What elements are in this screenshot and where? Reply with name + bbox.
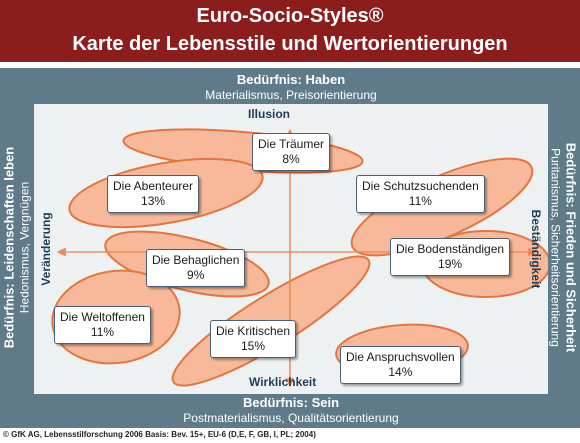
page-subtitle: Karte der Lebensstile und Wertorientieru… bbox=[72, 33, 508, 55]
edge-right-label: Bedürfnis: Frieden und Sicherheit Purita… bbox=[548, 83, 579, 413]
edge-left-label: Bedürfnis: Leidenschaften leben Hedonism… bbox=[2, 83, 33, 413]
segment-share: 19% bbox=[438, 257, 463, 271]
segment-share: 11% bbox=[90, 325, 115, 339]
segment-box-behagliche: Die Behaglichen 9% bbox=[146, 249, 246, 287]
segment-box-abenteurer: Die Abenteurer 13% bbox=[107, 175, 200, 213]
axis-label-wirklichkeit: Wirklichkeit bbox=[249, 375, 317, 389]
edge-bottom-values: Postmaterialismus, Qualitätsorientierung bbox=[183, 411, 399, 425]
segment-share: 9% bbox=[187, 268, 205, 282]
page-title: Euro-Socio-Styles® bbox=[196, 5, 384, 27]
segment-name: Die Schutzsuchenden bbox=[362, 179, 479, 193]
segment-name: Die Weltoffenen bbox=[60, 310, 145, 324]
segment-name: Die Träumer bbox=[258, 137, 325, 151]
source-note: © GfK AG, Lebensstilforschung 2006 Basis… bbox=[3, 430, 316, 439]
edge-bottom-label: Bedürfnis: Sein Postmaterialismus, Quali… bbox=[34, 395, 548, 426]
edge-top-label: Bedürfnis: Haben Materialismus, Preisori… bbox=[34, 72, 548, 103]
segment-share: 14% bbox=[388, 365, 413, 379]
segment-share: 8% bbox=[282, 152, 300, 166]
edge-left-values: Hedonismus, Vergnügen bbox=[17, 181, 32, 314]
segment-name: Die Abenteurer bbox=[113, 179, 194, 193]
segment-box-traeumer: Die Träumer 8% bbox=[252, 133, 331, 171]
edge-right-values: Puritanismus, Sicherheitsorientierung bbox=[548, 148, 563, 347]
edge-left-need: Bedürfnis: Leidenschaften leben bbox=[1, 146, 17, 349]
segment-share: 13% bbox=[141, 194, 166, 208]
axis-label-veraenderung: Veränderung bbox=[39, 212, 53, 286]
segment-share: 11% bbox=[408, 194, 432, 208]
segment-share: 15% bbox=[241, 339, 266, 353]
segment-name: Die Kritischen bbox=[216, 324, 291, 338]
segment-name: Die Behaglichen bbox=[152, 253, 240, 267]
segment-name: Die Anspruchsvollen bbox=[346, 350, 455, 364]
edge-right-need: Bedürfnis: Frieden und Sicherheit bbox=[563, 142, 579, 353]
edge-top-values: Materialismus, Preisorientierung bbox=[205, 88, 377, 102]
edge-bottom-need: Bedürfnis: Sein bbox=[242, 395, 340, 410]
segment-box-kritische: Die Kritischen 15% bbox=[210, 320, 297, 358]
segment-name: Die Bodenständigen bbox=[396, 242, 505, 256]
segment-box-anspruchsvolle: Die Anspruchsvollen 14% bbox=[340, 346, 461, 384]
axis-label-illusion: Illusion bbox=[248, 107, 290, 121]
segment-box-bodenstaendige: Die Bodenständigen 19% bbox=[390, 238, 511, 276]
title-banner: Euro-Socio-Styles® Karte der Lebensstile… bbox=[0, 0, 580, 62]
segment-box-weltoffene: Die Weltoffenen 11% bbox=[54, 306, 151, 344]
axis-label-bestaendigkeit: Beständigkeit bbox=[529, 209, 543, 289]
edge-top-need: Bedürfnis: Haben bbox=[236, 72, 346, 87]
segment-box-schutzsuchende: Die Schutzsuchenden 11% bbox=[356, 175, 485, 213]
